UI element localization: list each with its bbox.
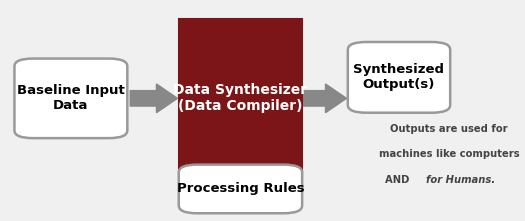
Text: for Humans: for Humans — [426, 175, 491, 185]
Polygon shape — [214, 164, 267, 188]
FancyBboxPatch shape — [178, 165, 302, 213]
FancyBboxPatch shape — [178, 19, 302, 178]
Text: Baseline Input
Data: Baseline Input Data — [17, 84, 125, 112]
Text: Outputs are used for: Outputs are used for — [390, 124, 508, 134]
Text: AND: AND — [385, 175, 413, 185]
Text: Synthesized
Output(s): Synthesized Output(s) — [353, 63, 445, 91]
Text: Processing Rules: Processing Rules — [176, 183, 304, 195]
FancyBboxPatch shape — [348, 42, 450, 113]
Polygon shape — [130, 84, 177, 113]
Text: Data Synthesizer
(Data Compiler): Data Synthesizer (Data Compiler) — [173, 83, 308, 113]
Text: .: . — [491, 175, 495, 185]
Text: machines like computers: machines like computers — [379, 149, 519, 159]
FancyBboxPatch shape — [15, 59, 127, 138]
Polygon shape — [303, 84, 346, 113]
